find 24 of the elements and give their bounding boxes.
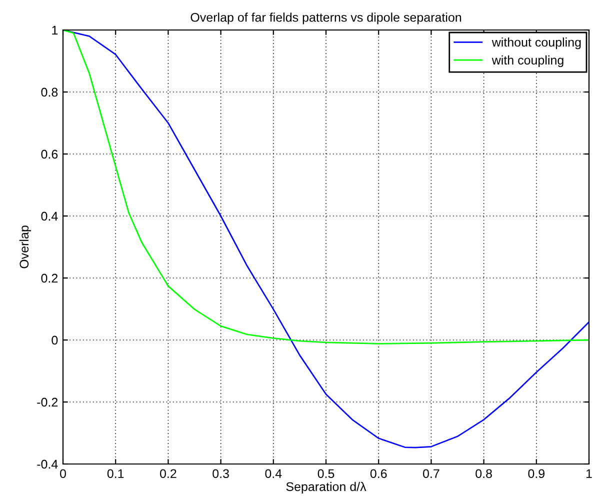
y-axis-title: Overlap: [19, 226, 32, 268]
x-tick-label: 0.9: [528, 469, 544, 478]
legend-label: with coupling: [492, 55, 564, 68]
x-tick-label: 0: [60, 469, 66, 478]
y-tick-label: 0.2: [41, 274, 58, 283]
x-tick-label: 0.2: [160, 469, 176, 478]
legend-label: without coupling: [492, 38, 581, 50]
y-tick-label: 1: [52, 26, 58, 35]
y-tick-label: 0.4: [41, 212, 58, 221]
x-tick-label: 0.7: [423, 469, 440, 478]
x-tick-label: 1: [586, 469, 592, 478]
y-tick-label: 0.8: [41, 88, 58, 97]
y-tick-label: 0: [52, 336, 58, 345]
y-tick-label: -0.4: [37, 460, 58, 469]
x-tick-label: 0.6: [370, 469, 387, 478]
x-tick-label: 0.4: [265, 469, 282, 478]
x-axis-title: Separation d/λ: [286, 482, 366, 494]
x-tick-label: 0.3: [212, 469, 229, 478]
x-tick-label: 0.5: [318, 469, 334, 478]
chart-title: Overlap of far fields patterns vs dipole separation: [190, 12, 462, 24]
x-tick-label: 0.1: [107, 469, 124, 478]
x-tick-label: 0.8: [476, 469, 492, 478]
y-tick-label: 0.6: [41, 150, 58, 159]
y-tick-label: -0.2: [37, 398, 58, 407]
